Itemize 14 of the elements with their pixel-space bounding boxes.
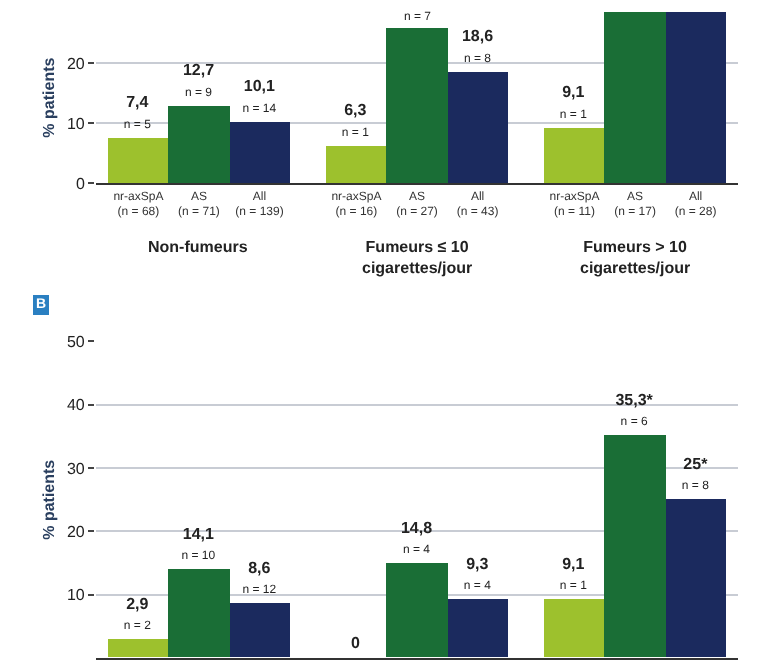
y-axis-title: % patients	[40, 458, 59, 540]
text: Fumeurs ≤ 10 cigarettes/jour	[362, 238, 473, 277]
y-tick-label: 20	[66, 522, 86, 541]
y-tick-label: 10	[66, 586, 86, 605]
y-tick-label: 50	[66, 333, 86, 352]
y-axis-title: % patients	[40, 56, 59, 138]
y-tick-label: 20	[66, 54, 86, 73]
text: Non-fumeurs	[148, 238, 249, 256]
y-tick-label: 30	[66, 459, 86, 478]
data-label: 0	[351, 634, 361, 652]
y-tick-label: 0	[75, 174, 86, 193]
text: Fumeurs > 10 cigarettes/jour	[580, 238, 691, 277]
y-tick-label: 40	[66, 396, 86, 415]
y-tick-label: 10	[66, 114, 86, 133]
